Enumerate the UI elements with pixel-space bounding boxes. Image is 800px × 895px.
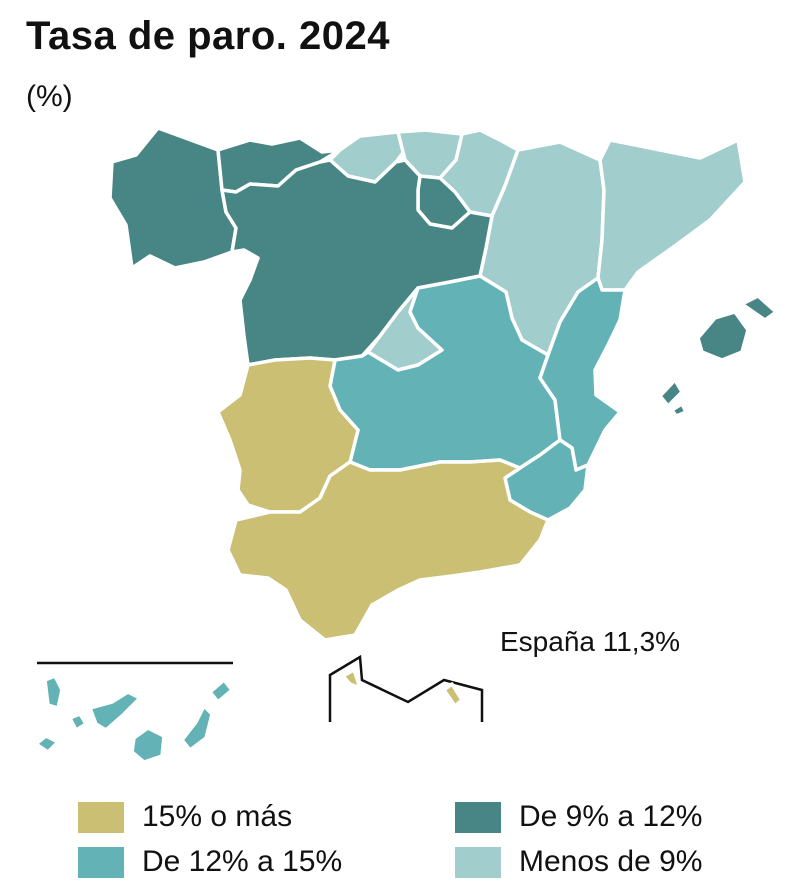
legend-label-12-15: De 12% a 15% (142, 845, 343, 878)
region-andalucia[interactable] (226, 458, 550, 642)
region-canarias-hierro[interactable] (34, 734, 60, 754)
region-castilla-leon[interactable] (220, 158, 494, 367)
region-canarias-lanzarote[interactable] (208, 678, 234, 704)
legend-item-under-9: Menos de 9% (455, 845, 702, 879)
region-baleares[interactable] (696, 310, 750, 362)
region-ceuta[interactable] (341, 668, 362, 690)
region-melilla[interactable] (442, 682, 464, 708)
legend-label-15-plus: 15% o más (142, 800, 293, 833)
region-baleares-menorca[interactable] (740, 294, 778, 322)
region-canarias-lapalma[interactable] (43, 674, 64, 710)
region-baleares-formentera[interactable] (670, 402, 688, 418)
region-cataluna[interactable] (596, 138, 747, 292)
legend-swatch-12-15 (78, 846, 124, 878)
region-baleares-ibiza[interactable] (658, 378, 684, 408)
ceuta-melilla-inset-frame (328, 654, 484, 722)
region-valencia[interactable] (538, 276, 627, 472)
map-title: Tasa de paro. 2024 (26, 14, 390, 58)
legend-item-9-12: De 9% a 12% (455, 800, 702, 834)
map-subtitle: (%) (26, 80, 73, 113)
legend-label-under-9: Menos de 9% (519, 845, 703, 878)
legend-swatch-9-12 (455, 801, 501, 833)
region-canarias-fuerteventura[interactable] (180, 704, 214, 752)
region-canarias-gomera[interactable] (68, 712, 88, 732)
national-total-label: España 11,3% (500, 626, 681, 657)
legend-item-15-plus: 15% o más (78, 800, 292, 834)
region-canarias-grancanaria[interactable] (130, 726, 166, 764)
legend-swatch-15-plus (78, 801, 124, 833)
legend-label-9-12: De 9% a 12% (519, 800, 703, 833)
legend-item-12-15: De 12% a 15% (78, 845, 342, 879)
legend-swatch-under-9 (455, 846, 501, 878)
region-canarias-tenerife[interactable] (88, 690, 142, 732)
